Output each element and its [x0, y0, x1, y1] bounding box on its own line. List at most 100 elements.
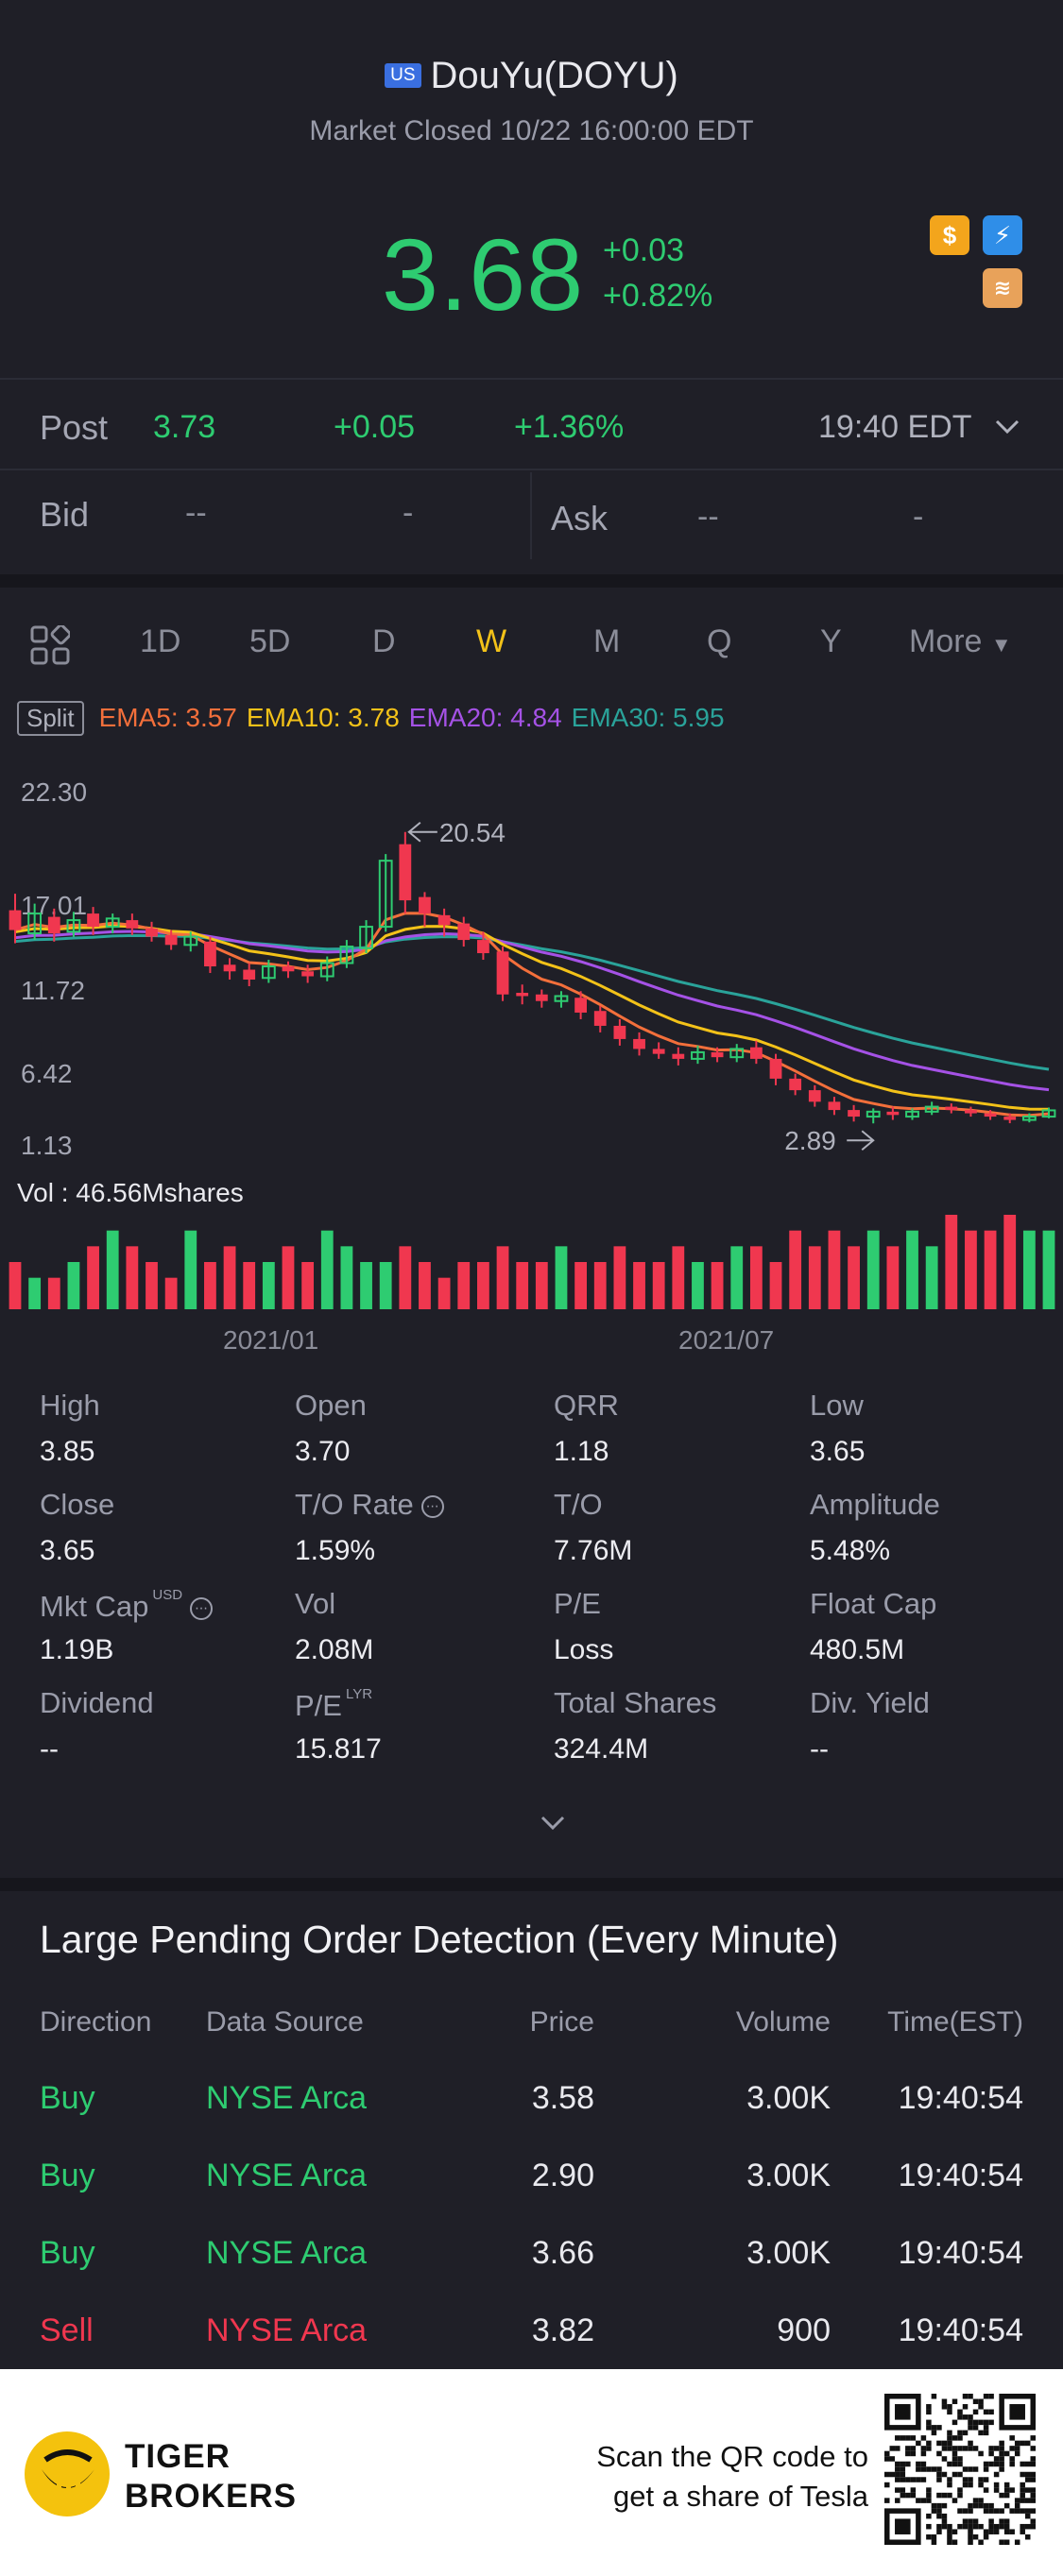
qr-module [941, 2446, 948, 2451]
qr-module [1024, 2513, 1031, 2519]
post-label: Post [40, 408, 109, 447]
qr-module [931, 2539, 937, 2545]
stat-label: Mkt Cap USD ⋯ [40, 1587, 214, 1624]
volume-bar [164, 1277, 178, 1309]
volume-bar [379, 1262, 392, 1309]
qr-module [999, 2450, 1004, 2457]
scan-text: Scan the QR code to get a share of Tesla [596, 2437, 868, 2516]
qr-module [952, 2456, 958, 2462]
qr-module [936, 2502, 942, 2509]
candle-body [223, 964, 236, 972]
qr-module [1020, 2492, 1025, 2499]
qr-module [1003, 2482, 1010, 2488]
y-tick-label: 22.30 [21, 777, 87, 807]
stat-label: Float Cap [810, 1587, 936, 1621]
tiger-logo-icon [25, 2431, 110, 2516]
ema10-line [14, 924, 1050, 1111]
grid-icon[interactable] [30, 625, 70, 665]
qr-module [993, 2529, 1000, 2534]
candle-body [27, 913, 43, 935]
qr-module [1020, 2461, 1025, 2467]
post-change-pct: +1.36% [514, 409, 625, 445]
qr-module [988, 2529, 994, 2534]
qr-module [936, 2523, 942, 2530]
stat-value: 324.4M [554, 1733, 649, 1765]
qr-module [947, 2461, 952, 2467]
qr-module [947, 2409, 952, 2415]
tab-m[interactable]: M [593, 623, 621, 659]
chevron-down-icon[interactable] [994, 418, 1020, 436]
qr-module [936, 2466, 942, 2472]
ask-price: -- [697, 499, 719, 535]
candle-body [769, 1058, 782, 1079]
volume-bar [535, 1262, 548, 1309]
qr-module [1020, 2471, 1025, 2478]
qr-module [972, 2533, 979, 2540]
qr-module [968, 2539, 973, 2545]
qr-module [1024, 2487, 1031, 2493]
candle [691, 1045, 705, 1065]
info-icon[interactable]: ⋯ [420, 1495, 444, 1518]
volume-bar [9, 1262, 22, 1309]
ask-size: - [913, 499, 924, 535]
qr-module [972, 2398, 979, 2405]
candle-body [516, 992, 529, 997]
qr-module [978, 2450, 984, 2457]
qr-module [1003, 2492, 1010, 2499]
qr-module [1030, 2492, 1036, 2499]
stat-value: 3.85 [40, 1436, 95, 1467]
qr-module [993, 2482, 1000, 2488]
qr-module [972, 2518, 979, 2524]
qr-module [1024, 2523, 1031, 2530]
tab-1d[interactable]: 1D [140, 623, 181, 659]
flash-icon[interactable]: ⚡ [983, 215, 1022, 255]
qr-module [941, 2471, 948, 2478]
order-volume: 3.00K [746, 2080, 831, 2116]
dollar-icon[interactable]: $ [930, 215, 969, 255]
stat-value: 3.65 [810, 1436, 866, 1467]
stat-label: High [40, 1389, 100, 1423]
candle [47, 908, 60, 942]
qr-module [931, 2466, 937, 2472]
promo-footer[interactable]: TIGER BROKERS Scan the QR code to get a … [0, 2369, 1063, 2576]
candle [769, 1053, 782, 1085]
stat-label: P/E LYR [295, 1686, 372, 1723]
split-button[interactable]: Split [17, 700, 84, 736]
volume-bar [613, 1246, 626, 1309]
qr-module [988, 2450, 994, 2457]
order-volume: 900 [777, 2312, 831, 2348]
y-tick-label: 1.13 [21, 1131, 73, 1160]
qr-module [993, 2446, 1000, 2451]
tab-y[interactable]: Y [820, 623, 842, 659]
stat-label-text: Vol [295, 1587, 336, 1620]
candle [672, 1047, 685, 1066]
qr-module [884, 2482, 890, 2488]
qr-module [926, 2419, 932, 2426]
candle-body [301, 971, 315, 977]
tab-5d[interactable]: 5D [249, 623, 291, 659]
more-button[interactable]: More ▼ [909, 623, 1012, 660]
qr-module [972, 2498, 979, 2503]
tab-w[interactable]: W [476, 623, 507, 659]
qr-module [947, 2492, 952, 2499]
expand-chevron-icon[interactable] [539, 1814, 567, 1833]
qr-module [999, 2446, 1004, 2451]
candle-body [866, 1110, 881, 1118]
qr-module [895, 2466, 900, 2472]
qr-module [1009, 2435, 1015, 2441]
stat-label: Low [810, 1389, 864, 1423]
qr-module [983, 2409, 989, 2415]
volume-bar [672, 1246, 685, 1309]
qr-module [952, 2450, 958, 2457]
candle [223, 958, 236, 981]
layers-icon[interactable]: ≋ [983, 268, 1022, 308]
qr-module [999, 2440, 1004, 2447]
volume-bar [262, 1262, 275, 1309]
order-direction: Sell [40, 2312, 94, 2348]
tab-q[interactable]: Q [707, 623, 732, 659]
qr-module [999, 2492, 1004, 2499]
qr-module [1024, 2533, 1031, 2540]
info-icon[interactable]: ⋯ [190, 1597, 214, 1620]
tab-d[interactable]: D [372, 623, 396, 659]
